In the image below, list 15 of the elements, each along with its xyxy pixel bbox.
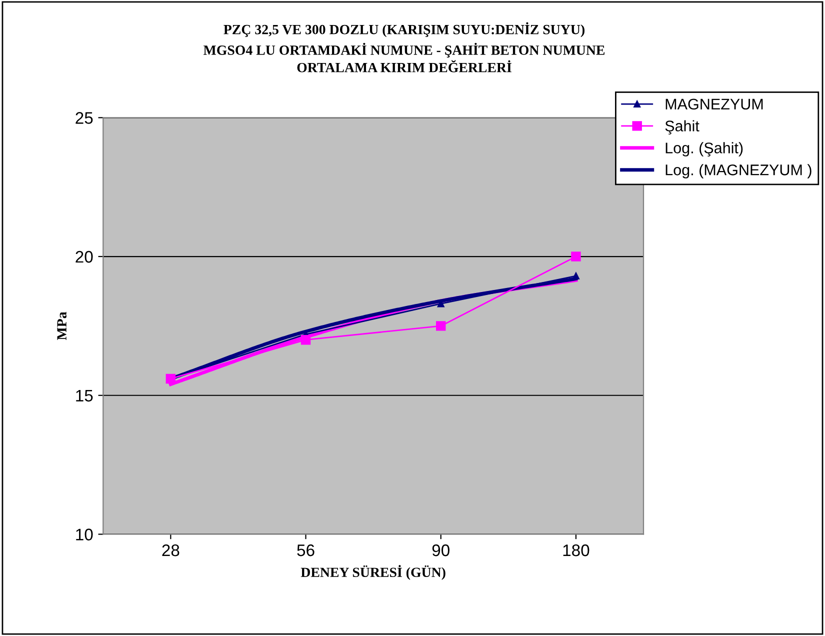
x-axis-title: DENEY SÜRESİ (GÜN) <box>300 565 446 580</box>
legend-label: Şahit <box>665 120 700 135</box>
x-tick-label: 28 <box>162 544 180 556</box>
x-tick-label: 90 <box>432 544 450 556</box>
legend-label: Log. (MAGNEZYUM ) <box>666 164 812 178</box>
x-tick-label: 56 <box>297 544 314 556</box>
y-axis-title: MPa <box>57 312 66 340</box>
x-tick-label: 180 <box>563 544 590 556</box>
legend-label: Log. (Şahit) <box>666 142 743 156</box>
y-tick-label: 20 <box>76 250 93 263</box>
y-tick-label: 15 <box>76 390 93 402</box>
chart-title: PZÇ 32,5 VE 300 DOZLU (KARIŞIM SUYU:DENİZ SUYU) MGSO4 LU ORTAMDAKİ NUMUNE - ŞAHİT BETON NUMUNE ORTALAMA KIRIM DEĞERLERİ <box>204 22 605 72</box>
y-tick-label: 10 <box>76 528 93 540</box>
legend-label: MAGNEZYUM <box>666 98 763 110</box>
y-tick-label: 25 <box>76 112 93 124</box>
